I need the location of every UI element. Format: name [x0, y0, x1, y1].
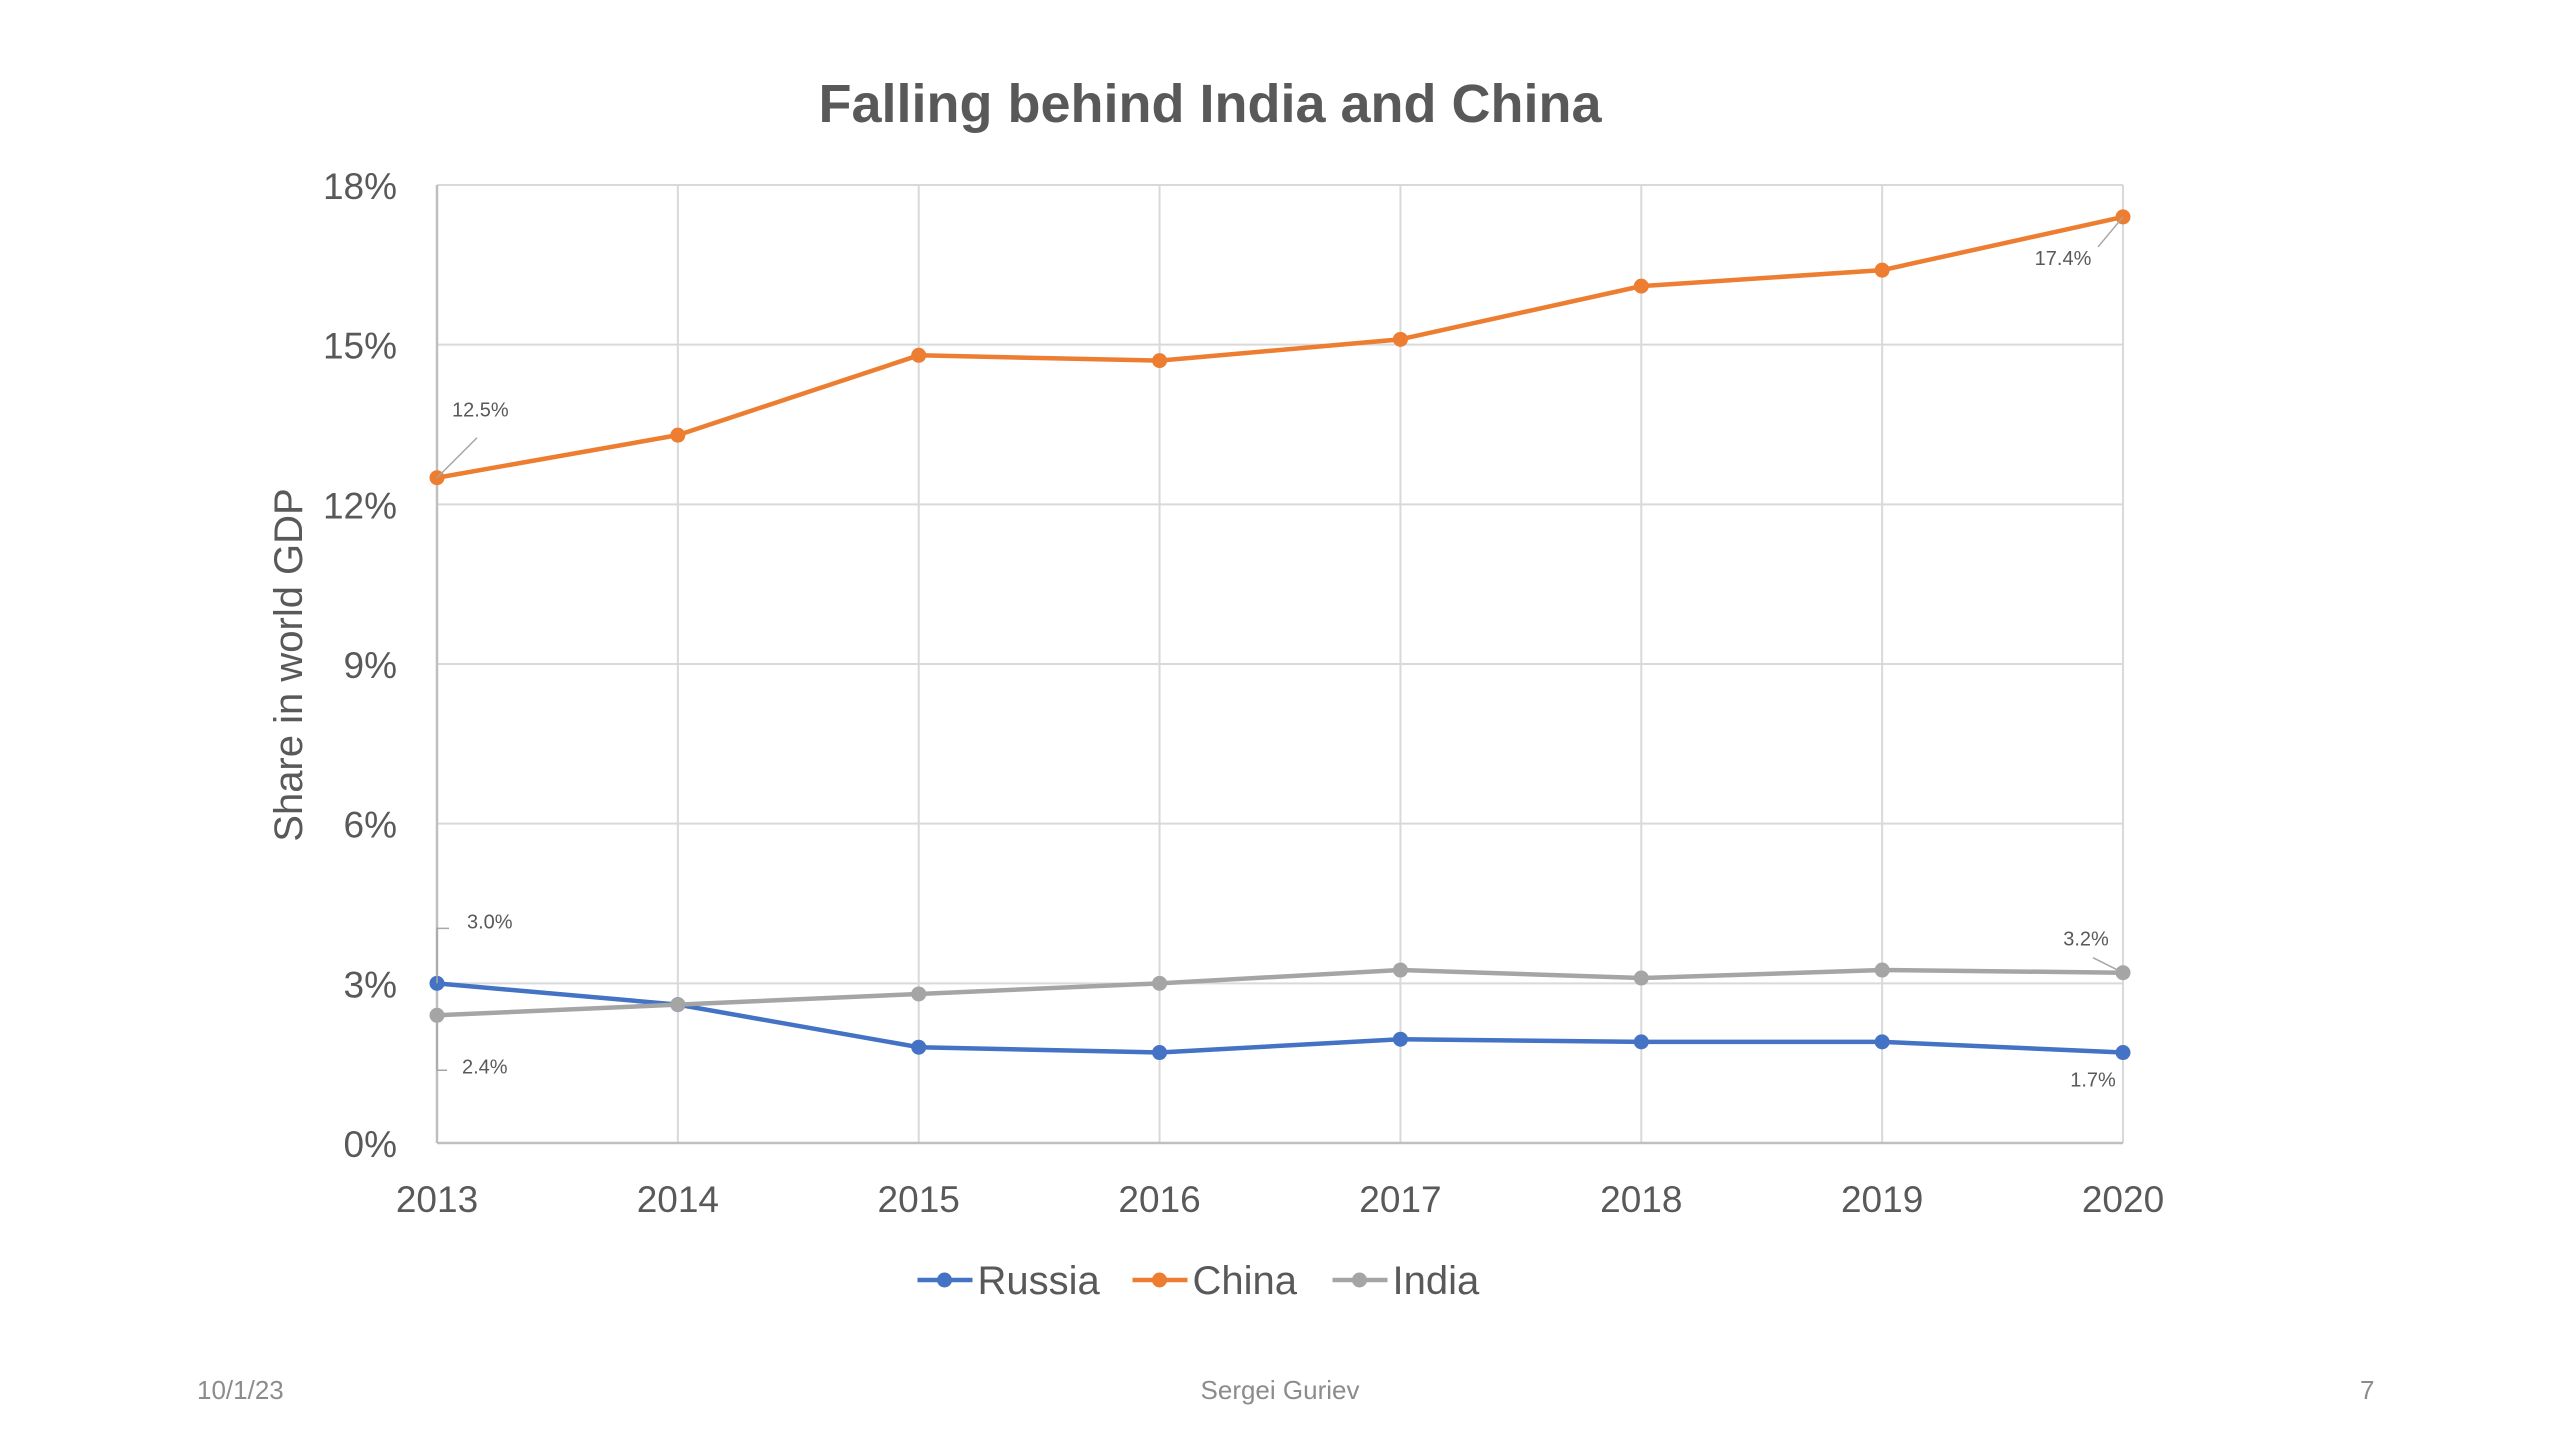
y-tick-label: 0%	[344, 1124, 397, 1165]
data-label-leader	[2097, 216, 2124, 248]
x-tick-label: 2019	[1841, 1179, 1923, 1220]
y-tick-label: 15%	[323, 326, 397, 367]
data-point-china	[1392, 331, 1408, 347]
data-point-india	[670, 997, 686, 1013]
y-tick-label: 6%	[344, 805, 397, 846]
legend-label: Russia	[978, 1259, 1101, 1303]
y-axis-label: Share in world GDP	[267, 488, 311, 841]
data-label: 3.2%	[2063, 929, 2109, 951]
x-tick-label: 2014	[637, 1179, 719, 1220]
data-label: 2.4%	[462, 1056, 508, 1078]
data-label: 3.0%	[467, 911, 513, 933]
data-point-india	[1633, 970, 1649, 986]
legend-swatch-marker	[1352, 1272, 1367, 1288]
x-tick-label: 2015	[878, 1179, 960, 1220]
data-point-china	[1874, 262, 1890, 278]
legend-item-russia: Russia	[917, 1259, 1101, 1303]
data-point-russia	[911, 1039, 927, 1055]
x-tick-label: 2018	[1600, 1179, 1682, 1220]
data-point-india	[911, 986, 927, 1002]
data-label-leader	[436, 1015, 447, 1072]
legend-item-india: India	[1332, 1259, 1480, 1303]
x-tick-label: 2020	[2082, 1179, 2164, 1220]
legend-swatch-marker	[1152, 1272, 1167, 1288]
data-point-russia	[1392, 1031, 1408, 1047]
x-tick-label: 2016	[1118, 1179, 1200, 1220]
x-tick-label: 2017	[1359, 1179, 1441, 1220]
data-point-china	[670, 427, 686, 443]
y-tick-label: 18%	[323, 166, 397, 207]
footer-author: Sergei Guriev	[1200, 1375, 1360, 1405]
data-label-leader	[2092, 957, 2124, 974]
legend-label: India	[1393, 1259, 1480, 1303]
data-point-china	[1633, 278, 1649, 294]
legend-item-china: China	[1132, 1259, 1298, 1303]
data-point-india	[1152, 975, 1168, 991]
data-label-leader	[436, 437, 478, 479]
series-line-india	[436, 967, 2124, 1018]
series-line-russia	[436, 981, 2124, 1055]
data-point-china	[1152, 353, 1168, 369]
x-tick-label: 2013	[396, 1179, 478, 1220]
data-point-russia	[1152, 1045, 1168, 1061]
y-tick-label: 3%	[344, 964, 397, 1005]
data-point-india	[1874, 962, 1890, 978]
y-tick-label: 9%	[344, 645, 397, 686]
legend-label: China	[1193, 1259, 1298, 1303]
chart-title: Falling behind India and China	[819, 74, 1603, 134]
data-label: 12.5%	[452, 400, 509, 422]
series-line-china	[436, 214, 2124, 480]
y-tick-label: 12%	[323, 485, 397, 526]
data-point-russia	[1874, 1034, 1890, 1050]
data-label: 1.7%	[2070, 1070, 2116, 1092]
footer-date: 10/1/23	[197, 1375, 284, 1405]
data-point-india	[1392, 962, 1408, 978]
footer-page-number: 7	[2360, 1375, 2375, 1405]
data-point-china	[911, 347, 927, 363]
data-label-leader	[436, 927, 449, 984]
data-point-russia	[1633, 1034, 1649, 1050]
data-label: 17.4%	[2035, 248, 2092, 270]
legend-swatch-marker	[937, 1272, 952, 1288]
data-point-russia	[2115, 1045, 2131, 1061]
